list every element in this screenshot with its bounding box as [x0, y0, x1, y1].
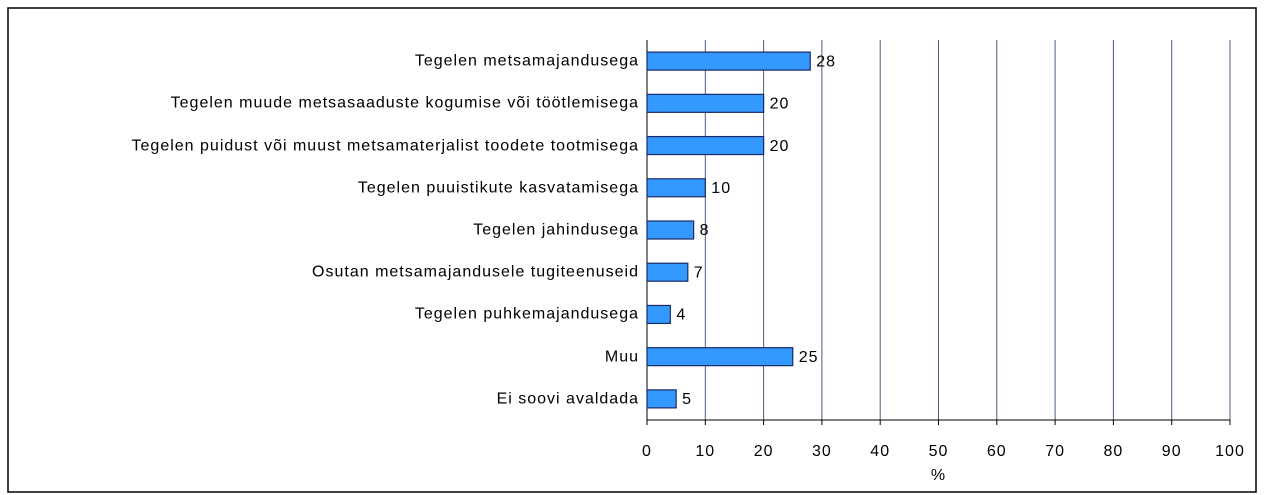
- category-label: Osutan metsamajandusele tugiteenuseid: [312, 263, 639, 281]
- data-label: 5: [682, 391, 692, 408]
- category-label: Tegelen puidust või muust metsamaterjali…: [131, 137, 639, 155]
- bar: [646, 178, 706, 198]
- category-label: Muu: [604, 348, 639, 366]
- x-tick-label: 10: [695, 443, 715, 460]
- bar: [646, 347, 794, 367]
- x-tick-label: 90: [1162, 443, 1182, 460]
- bar: [646, 51, 811, 71]
- x-tick-label: 20: [754, 443, 774, 460]
- x-tick-label: 100: [1215, 443, 1245, 460]
- category-label: Tegelen metsamajandusega: [414, 52, 639, 70]
- x-tick-label: 60: [987, 443, 1007, 460]
- x-tick-label: 30: [812, 443, 832, 460]
- data-label: 7: [694, 264, 704, 281]
- category-label: Ei soovi avaldada: [496, 390, 639, 408]
- category-label: Tegelen jahindusega: [473, 221, 639, 239]
- bar: [646, 304, 671, 325]
- data-label: 10: [711, 180, 731, 197]
- data-label: 20: [770, 138, 790, 155]
- data-label: 25: [799, 349, 819, 366]
- bar: [646, 135, 765, 156]
- x-tick-label: 50: [929, 443, 949, 460]
- data-label: 8: [700, 222, 710, 239]
- data-label: 20: [770, 96, 790, 113]
- data-label: 4: [676, 307, 686, 324]
- x-tick-label: 70: [1045, 443, 1065, 460]
- x-axis-label: %: [931, 467, 946, 484]
- bar: [646, 389, 677, 409]
- bar: [646, 93, 765, 113]
- frame: [7, 7, 1257, 493]
- x-tick-label: 0: [642, 443, 652, 460]
- bar: [646, 220, 695, 240]
- category-label: Tegelen puhkemajandusega: [414, 305, 639, 323]
- category-label: Tegelen puuistikute kasvatamisega: [357, 179, 639, 197]
- x-tick-label: 40: [870, 443, 890, 460]
- x-tick-label: 80: [1104, 443, 1124, 460]
- category-label: Tegelen muude metsasaaduste kogumise või…: [170, 94, 639, 112]
- bar: [646, 262, 689, 282]
- data-label: 28: [816, 53, 836, 70]
